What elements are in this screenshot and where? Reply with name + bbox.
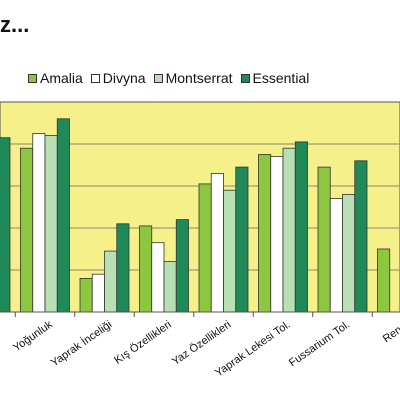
category-label-1: Yoğunluk xyxy=(11,318,55,354)
bar-6-2 xyxy=(342,193,356,313)
bar-5-2 xyxy=(282,147,296,313)
legend-item-3: Essential xyxy=(240,70,310,86)
category-label-4: Yaz Özellikleri xyxy=(170,319,233,368)
bar-4-1 xyxy=(210,172,224,313)
legend-label-1: Divyna xyxy=(102,70,146,86)
bar-3-3 xyxy=(175,219,189,313)
legend-item-1: Divyna xyxy=(90,70,146,86)
bar-5-0 xyxy=(258,154,272,313)
legend-item-0: Amalia xyxy=(28,70,83,86)
legend: Amalia Divyna Montserrat Essential xyxy=(28,70,313,86)
bar-3-2 xyxy=(163,261,177,313)
bar-4-0 xyxy=(198,183,212,313)
bar-1-0 xyxy=(20,147,34,313)
category-label-2: Yaprak İnceliği xyxy=(48,318,114,370)
bar-1-3 xyxy=(56,118,70,313)
bar-6-0 xyxy=(317,166,331,313)
bar-3-1 xyxy=(151,242,165,313)
legend-label-3: Essential xyxy=(252,70,310,86)
bar-6-3 xyxy=(354,160,368,313)
bar-4-3 xyxy=(235,166,249,313)
category-label-7: Ren... xyxy=(381,319,400,346)
category-label-3: Kış Özellikleri xyxy=(112,319,173,367)
bar-7-0 xyxy=(377,248,391,313)
bar-2-1 xyxy=(91,273,105,313)
bar-2-2 xyxy=(104,250,118,313)
bar-2-3 xyxy=(116,223,130,313)
bar-5-1 xyxy=(270,156,284,313)
legend-item-2: Montserrat xyxy=(153,70,233,86)
bar-3-0 xyxy=(139,225,153,313)
bar-5-3 xyxy=(294,141,308,313)
bar-0-3 xyxy=(0,137,11,313)
legend-swatch-0 xyxy=(28,73,37,83)
legend-label-0: Amalia xyxy=(40,70,83,86)
chart-title: z... xyxy=(0,12,30,37)
legend-swatch-3 xyxy=(240,73,250,83)
bar-1-1 xyxy=(32,133,46,313)
bar-4-2 xyxy=(223,189,237,313)
legend-label-2: Montserrat xyxy=(165,70,233,86)
legend-swatch-1 xyxy=(90,73,100,83)
bar-6-1 xyxy=(329,198,343,313)
category-label-6: Fussarium Tol. xyxy=(287,319,352,370)
bar-1-2 xyxy=(44,135,58,313)
legend-swatch-2 xyxy=(153,73,163,83)
bar-2-0 xyxy=(79,277,93,313)
